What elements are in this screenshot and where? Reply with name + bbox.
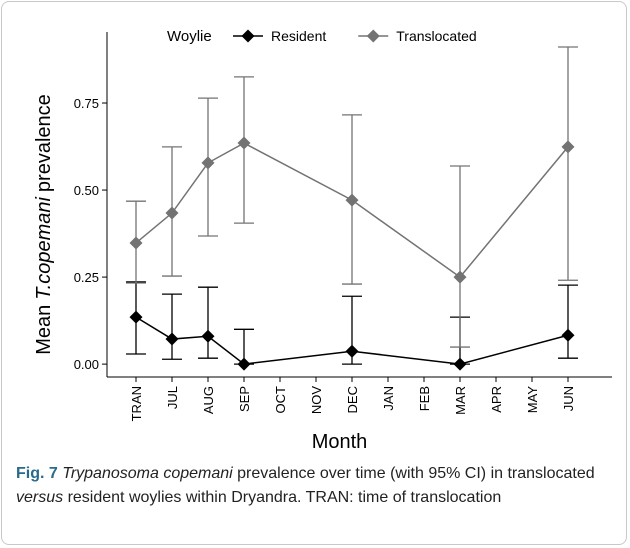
caption: Fig. 7 Trypanosoma copemani prevalence o… xyxy=(16,462,612,510)
legend-marker xyxy=(366,29,380,43)
point xyxy=(453,270,467,284)
point xyxy=(237,357,251,371)
legend-marker xyxy=(241,29,255,43)
caption-run: versus xyxy=(16,489,64,506)
x-tick-label: OCT xyxy=(273,386,288,414)
x-tick-label: JUN xyxy=(561,386,576,411)
point xyxy=(129,236,143,250)
chart: 0.00 0.25 0.50 0.75 TRAN JUL AUG SEP OCT NOV DEC JA… xyxy=(33,28,612,453)
x-axis-label: Month xyxy=(312,431,368,453)
point xyxy=(165,332,179,346)
legend-title: Woylie xyxy=(167,28,212,45)
point xyxy=(561,328,575,342)
caption-run: resident woylies within Dryandra. TRAN: … xyxy=(67,489,502,506)
point xyxy=(201,156,215,170)
point xyxy=(453,357,467,371)
y-tick-label: 0.00 xyxy=(74,357,99,372)
y-axis-label-part: T.copemani xyxy=(33,197,55,300)
y-axis-label: Mean T.copemani prevalence xyxy=(33,94,55,355)
y-tick-label: 0.50 xyxy=(74,183,99,198)
error-bar xyxy=(198,286,218,359)
caption-run: Trypanosoma copemani xyxy=(62,465,233,482)
error-bar xyxy=(234,76,254,224)
x-tick-label: TRAN xyxy=(129,386,144,421)
y-axis-label-part: prevalence xyxy=(33,94,55,192)
x-tick-label: AUG xyxy=(201,386,216,414)
point xyxy=(165,206,179,220)
y-tick-label: 0.75 xyxy=(74,96,99,111)
point xyxy=(237,136,251,150)
x-tick-label: SEP xyxy=(237,386,252,412)
x-tick-label: APR xyxy=(489,386,504,413)
point xyxy=(561,140,575,154)
x-tick-label: DEC xyxy=(345,386,360,413)
x-tick-label: MAR xyxy=(453,386,468,415)
legend-label: Translocated xyxy=(396,28,476,44)
point xyxy=(201,329,215,343)
point xyxy=(345,193,359,207)
x-tick-label: JAN xyxy=(381,386,396,411)
legend-label: Resident xyxy=(271,28,326,44)
y-axis-label-part: Mean xyxy=(33,305,55,355)
error-bar xyxy=(558,46,578,281)
x-tick-label: JUL xyxy=(165,386,180,409)
point xyxy=(345,344,359,358)
x-tick-label: MAY xyxy=(525,386,540,414)
x-tick-label: NOV xyxy=(309,386,324,415)
caption-run: prevalence over time (with 95% CI) in tr… xyxy=(237,465,595,482)
error-bar xyxy=(450,165,470,348)
point xyxy=(129,310,143,324)
y-tick-label: 0.25 xyxy=(74,270,99,285)
error-bar xyxy=(162,293,182,360)
caption-run: Fig. 7 xyxy=(16,465,58,482)
x-tick-label: FEB xyxy=(417,386,432,411)
error-bar xyxy=(558,284,578,359)
